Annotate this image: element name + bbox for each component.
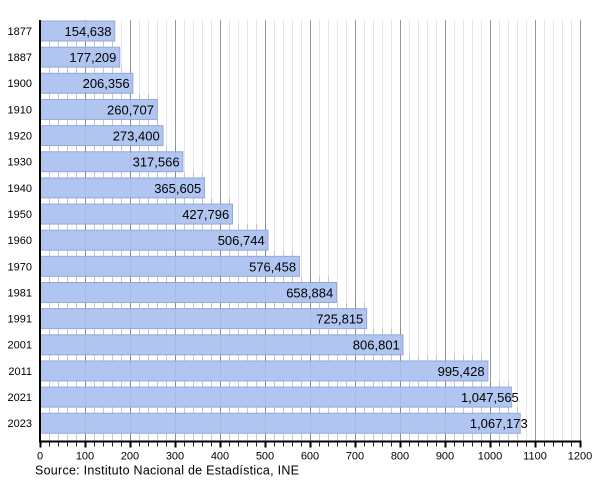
svg-text:1970: 1970 — [8, 261, 32, 273]
svg-text:154,638: 154,638 — [65, 24, 112, 39]
svg-text:260,707: 260,707 — [107, 102, 154, 117]
svg-text:1920: 1920 — [8, 131, 32, 143]
svg-text:1950: 1950 — [8, 209, 32, 221]
svg-text:1100: 1100 — [523, 451, 547, 463]
svg-text:427,796: 427,796 — [182, 207, 229, 222]
svg-text:206,356: 206,356 — [83, 76, 130, 91]
svg-text:1,067,173: 1,067,173 — [470, 416, 528, 431]
svg-text:177,209: 177,209 — [69, 50, 116, 65]
svg-text:1910: 1910 — [8, 104, 32, 116]
svg-text:1887: 1887 — [8, 52, 32, 64]
svg-text:1900: 1900 — [8, 78, 32, 90]
svg-text:Source: Instituto Nacional de: Source: Instituto Nacional de Estadístic… — [35, 464, 299, 478]
svg-text:1940: 1940 — [8, 183, 32, 195]
svg-text:1960: 1960 — [8, 235, 32, 247]
svg-text:1991: 1991 — [8, 314, 32, 326]
svg-text:365,605: 365,605 — [154, 181, 201, 196]
svg-text:300: 300 — [166, 451, 184, 463]
svg-text:1877: 1877 — [8, 26, 32, 38]
svg-text:1981: 1981 — [8, 287, 32, 299]
svg-text:900: 900 — [436, 451, 454, 463]
svg-text:1200: 1200 — [568, 451, 592, 463]
svg-text:1000: 1000 — [478, 451, 502, 463]
svg-text:658,884: 658,884 — [286, 285, 333, 300]
svg-text:1,047,565: 1,047,565 — [461, 390, 519, 405]
svg-text:400: 400 — [211, 451, 229, 463]
svg-text:995,428: 995,428 — [438, 364, 485, 379]
svg-text:200: 200 — [121, 451, 139, 463]
svg-text:576,458: 576,458 — [249, 259, 296, 274]
svg-text:725,815: 725,815 — [316, 312, 363, 327]
svg-text:500: 500 — [256, 451, 274, 463]
svg-text:2023: 2023 — [8, 418, 32, 430]
svg-text:806,801: 806,801 — [353, 338, 400, 353]
svg-text:800: 800 — [391, 451, 409, 463]
svg-text:273,400: 273,400 — [113, 129, 160, 144]
svg-text:700: 700 — [346, 451, 364, 463]
svg-text:600: 600 — [301, 451, 319, 463]
svg-text:2001: 2001 — [8, 340, 32, 352]
svg-text:506,744: 506,744 — [218, 233, 265, 248]
svg-text:0: 0 — [37, 451, 43, 463]
svg-text:317,566: 317,566 — [133, 155, 180, 170]
svg-text:2011: 2011 — [8, 366, 32, 378]
svg-text:2021: 2021 — [8, 392, 32, 404]
svg-text:1930: 1930 — [8, 157, 32, 169]
svg-text:100: 100 — [76, 451, 94, 463]
